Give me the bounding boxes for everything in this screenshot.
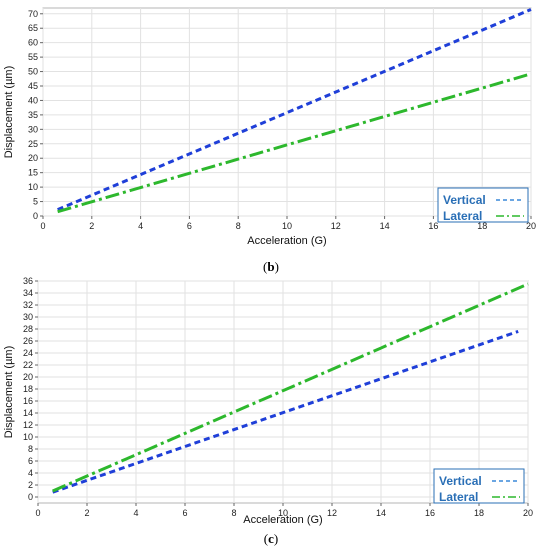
x-tick-label: 6 (187, 221, 192, 231)
x-tick-label: 18 (474, 508, 484, 518)
x-tick-label: 8 (231, 508, 236, 518)
y-tick-label: 24 (23, 348, 33, 358)
x-tick-label: 4 (138, 221, 143, 231)
x-tick-label: 20 (523, 508, 533, 518)
y-tick-label: 12 (23, 420, 33, 430)
y-tick-label: 25 (28, 139, 38, 149)
legend-entry-lateral: Lateral (443, 209, 482, 223)
y-axis-label: Displacement (µm) (3, 346, 15, 439)
y-tick-label: 20 (23, 372, 33, 382)
y-tick-label: 55 (28, 52, 38, 62)
series-line-lateral (52, 282, 529, 493)
x-tick-label: 14 (380, 221, 390, 231)
x-tick-label: 16 (428, 221, 438, 231)
y-tick-label: 32 (23, 300, 33, 310)
y-tick-label: 0 (33, 211, 38, 221)
x-tick-label: 6 (182, 508, 187, 518)
x-axis-label: Acceleration (G) (243, 514, 322, 526)
y-tick-label: 30 (23, 312, 33, 322)
legend-entry-vertical: Vertical (439, 474, 482, 488)
y-axis-label: Displacement (µm) (3, 66, 15, 159)
x-axis-label: Acceleration (G) (247, 235, 326, 247)
x-tick-label: 8 (236, 221, 241, 231)
y-tick-label: 36 (23, 276, 33, 286)
x-tick-label: 12 (327, 508, 337, 518)
series-line-vertical (57, 8, 532, 212)
y-tick-label: 20 (28, 153, 38, 163)
y-tick-label: 10 (23, 432, 33, 442)
y-tick-label: 60 (28, 38, 38, 48)
series-line-vertical (52, 329, 519, 494)
y-tick-label: 50 (28, 67, 38, 77)
y-tick-label: 5 (33, 197, 38, 207)
y-tick-label: 10 (28, 182, 38, 192)
x-tick-label: 4 (133, 508, 138, 518)
y-tick-label: 22 (23, 360, 33, 370)
y-tick-label: 40 (28, 95, 38, 105)
x-tick-label: 2 (84, 508, 89, 518)
x-tick-label: 0 (35, 508, 40, 518)
legend: Vertical Lateral (433, 468, 525, 504)
panel-label: (b) (263, 259, 279, 274)
x-tick-label: 0 (40, 221, 45, 231)
y-tick-label: 26 (23, 336, 33, 346)
y-tick-label: 8 (28, 444, 33, 454)
panel-label: (c) (264, 531, 278, 546)
y-tick-label: 18 (23, 384, 33, 394)
y-tick-label: 70 (28, 9, 38, 19)
y-tick-label: 35 (28, 110, 38, 120)
x-tick-label: 10 (278, 508, 288, 518)
y-tick-label: 45 (28, 81, 38, 91)
y-tick-label: 65 (28, 23, 38, 33)
legend-entry-vertical: Vertical (443, 193, 486, 207)
x-tick-label: 14 (376, 508, 386, 518)
y-tick-label: 16 (23, 396, 33, 406)
chart-panel-c: 0 2 4 6 8 10 12 14 16 18 2002468101214161820222426… (3, 276, 533, 546)
y-tick-label: 15 (28, 168, 38, 178)
y-tick-label: 30 (28, 124, 38, 134)
y-tick-label: 28 (23, 324, 33, 334)
series-line-lateral (57, 72, 532, 214)
x-tick-label: 10 (282, 221, 292, 231)
legend-entry-lateral: Lateral (439, 490, 478, 504)
x-tick-label: 20 (526, 221, 536, 231)
x-tick-label: 12 (331, 221, 341, 231)
x-tick-label: 2 (89, 221, 94, 231)
y-tick-label: 14 (23, 408, 33, 418)
legend: Vertical Lateral (437, 187, 529, 223)
x-tick-label: 18 (477, 221, 487, 231)
y-tick-label: 0 (28, 492, 33, 502)
y-tick-label: 4 (28, 468, 33, 478)
x-tick-label: 16 (425, 508, 435, 518)
chart-panel-b: 0 2 4 6 8 10 12 14 16 18 20 0 5 10 15 20 25 30 35 40 45 50 55 6… (3, 7, 536, 274)
y-tick-label: 2 (28, 480, 33, 490)
y-tick-label: 34 (23, 288, 33, 298)
y-tick-label: 6 (28, 456, 33, 466)
